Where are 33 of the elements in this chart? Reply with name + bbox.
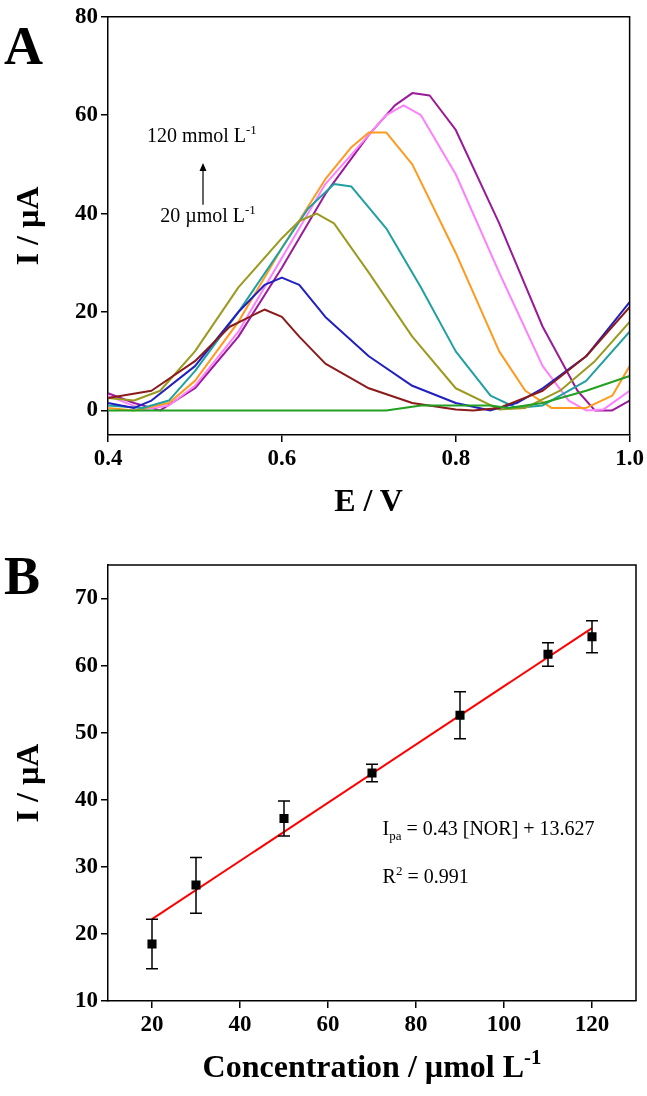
y-tick-label: 0	[86, 396, 98, 422]
x-tick-label: 60	[316, 1010, 340, 1036]
y-tick-label: 60	[75, 651, 98, 677]
point	[587, 632, 597, 642]
x-tick-label: 100	[486, 1010, 522, 1036]
x-tick-label: 40	[228, 1010, 252, 1036]
x-axis-title: E / V	[334, 482, 403, 518]
x-tick-label: 120	[574, 1010, 610, 1036]
y-tick-label: 60	[75, 101, 98, 127]
y-tick-label: 20	[75, 919, 98, 945]
x-tick-label: 0.8	[441, 444, 471, 470]
y-tick-label: 80	[75, 2, 98, 28]
x-tick-label: 80	[404, 1010, 428, 1036]
point	[543, 649, 553, 659]
y-axis-title: I / µA	[9, 186, 45, 266]
chart-title: A	[4, 16, 43, 76]
point	[191, 880, 201, 890]
point	[455, 710, 465, 720]
y-tick-label: 40	[75, 785, 98, 811]
x-tick-label: 0.6	[267, 444, 297, 470]
x-tick-label: 20	[140, 1010, 164, 1036]
y-tick-label: 40	[75, 199, 98, 225]
y-tick-label: 30	[75, 852, 98, 878]
y-tick-label: 20	[75, 297, 98, 323]
y-axis-title: I / µA	[9, 743, 45, 823]
point	[279, 814, 289, 824]
x-tick-label: 0.4	[93, 444, 123, 470]
y-tick-label: 70	[75, 584, 98, 610]
y-tick-label: 10	[75, 986, 98, 1012]
y-tick-label: 50	[75, 718, 98, 744]
x-tick-label: 1.0	[615, 444, 644, 470]
chart-title: B	[4, 546, 41, 606]
point	[147, 939, 157, 949]
